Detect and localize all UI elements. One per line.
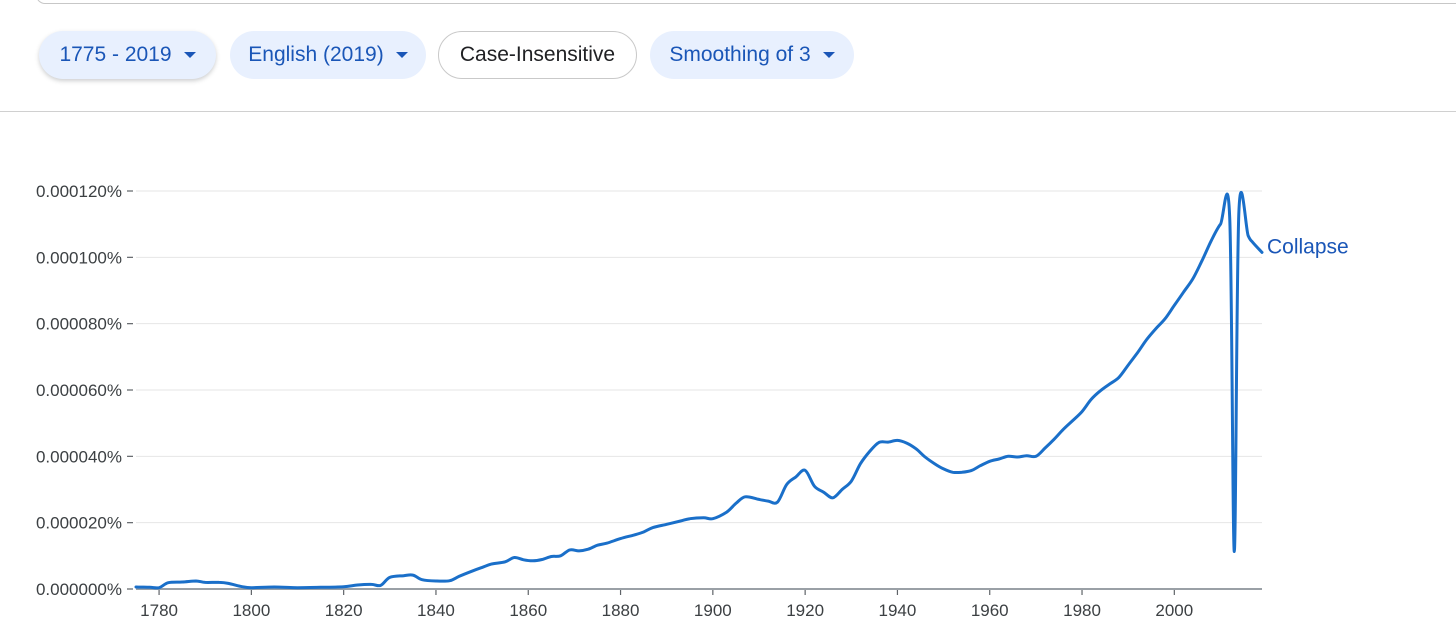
search-box-edge[interactable]: [36, 0, 1456, 4]
y-tick-label: 0.000020%: [36, 514, 122, 533]
y-tick-label: 0.000000%: [36, 580, 122, 599]
y-tick-label: 0.000100%: [36, 248, 122, 267]
x-tick-label: 1920: [786, 601, 824, 620]
x-tick-label: 1820: [325, 601, 363, 620]
y-tick-label: 0.000120%: [36, 182, 122, 201]
series-layer: Collapse: [134, 190, 1349, 590]
x-tick-label: 1780: [140, 601, 178, 620]
series-label[interactable]: Collapse: [1267, 235, 1349, 258]
y-tick-label: 0.000060%: [36, 381, 122, 400]
corpus-dropdown[interactable]: English (2019): [230, 31, 426, 79]
year-range-label: 1775 - 2019: [59, 43, 172, 66]
chevron-down-icon: [822, 52, 835, 58]
chevron-down-icon: [395, 52, 408, 58]
series-line-collapse[interactable]: [134, 190, 1264, 590]
x-tick-label: 1800: [232, 601, 270, 620]
x-tick-label: 1840: [417, 601, 455, 620]
toolbar-divider: [0, 111, 1456, 112]
x-tick-label: 1960: [971, 601, 1009, 620]
case-insensitive-label: Case-Insensitive: [459, 43, 616, 66]
year-range-dropdown[interactable]: 1775 - 2019: [39, 31, 216, 79]
x-tick-label: 1880: [602, 601, 640, 620]
smoothing-dropdown[interactable]: Smoothing of 3: [650, 31, 854, 79]
corpus-label: English (2019): [248, 43, 384, 66]
x-tick-label: 2000: [1155, 601, 1193, 620]
x-tick-label: 1900: [694, 601, 732, 620]
x-tick-label: 1940: [879, 601, 917, 620]
x-tick-label: 1860: [509, 601, 547, 620]
ngram-line-chart: 0.000000% 0.000020% 0.000040% 0.000060% 0.00…: [36, 182, 1349, 620]
y-tick-label: 0.000080%: [36, 315, 122, 334]
y-tick-label: 0.000040%: [36, 447, 122, 466]
grid-lines: [136, 190, 1262, 524]
case-insensitive-toggle[interactable]: Case-Insensitive: [438, 31, 637, 79]
y-axis-ticks: 0.000000% 0.000020% 0.000040% 0.000060% 0.00…: [36, 182, 133, 599]
smoothing-label: Smoothing of 3: [669, 43, 811, 66]
x-axis-ticks: 1780 1800 1820 1840 1860 1880 1900 1920 1940 1960…: [140, 589, 1193, 620]
chevron-down-icon: [183, 52, 196, 58]
x-tick-label: 1980: [1063, 601, 1101, 620]
